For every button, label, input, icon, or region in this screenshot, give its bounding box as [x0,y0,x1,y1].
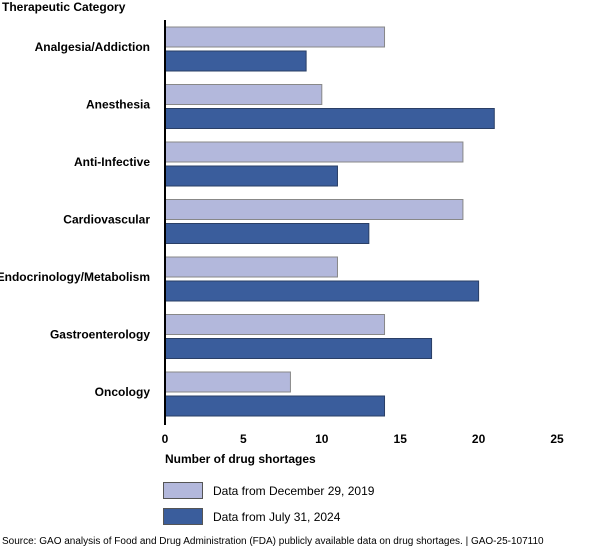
x-tick-label: 5 [240,432,247,446]
source-note: Source: GAO analysis of Food and Drug Ad… [2,536,544,547]
x-tick-label: 0 [162,432,169,446]
bar-2019 [164,84,323,105]
bar-chart: Therapeutic Category Analgesia/Addiction… [0,0,564,466]
bar-2024 [164,338,433,359]
x-tick-label: 20 [472,432,486,446]
legend-swatch-2019 [163,482,203,499]
bar-2024 [164,223,370,244]
legend-label-2019: Data from December 29, 2019 [213,483,375,498]
legend-item-2019: Data from December 29, 2019 [163,482,374,499]
category-label: Gastroenterology [50,328,150,342]
bar-2024 [164,50,307,72]
legend-label-2024: Data from July 31, 2024 [213,509,341,524]
legend-item-2024: Data from July 31, 2024 [163,508,340,525]
bar-2019 [164,371,291,393]
category-label: Anesthesia [86,98,150,112]
bar-2019 [164,199,464,220]
category-axis-title: Therapeutic Category [2,0,126,14]
bar-2024 [164,108,495,129]
bar-2019 [164,141,464,163]
bar-2024 [164,165,338,187]
x-tick-label: 15 [394,432,408,446]
category-label: Cardiovascular [63,213,150,227]
category-label: Anti-Infective [74,155,150,169]
x-tick-label: 25 [550,432,564,446]
bar-2019 [164,314,386,335]
x-tick-label: 10 [315,432,329,446]
bar-2019 [164,256,338,278]
x-axis-title: Number of drug shortages [165,452,316,466]
bar-2019 [164,26,386,48]
bar-2024 [164,280,480,302]
category-label: Oncology [95,385,151,399]
category-label: Analgesia/Addiction [35,40,150,54]
legend-swatch-2024 [163,508,203,525]
bar-2024 [164,395,386,417]
category-label: Endocrinology/Metabolism [0,270,150,284]
